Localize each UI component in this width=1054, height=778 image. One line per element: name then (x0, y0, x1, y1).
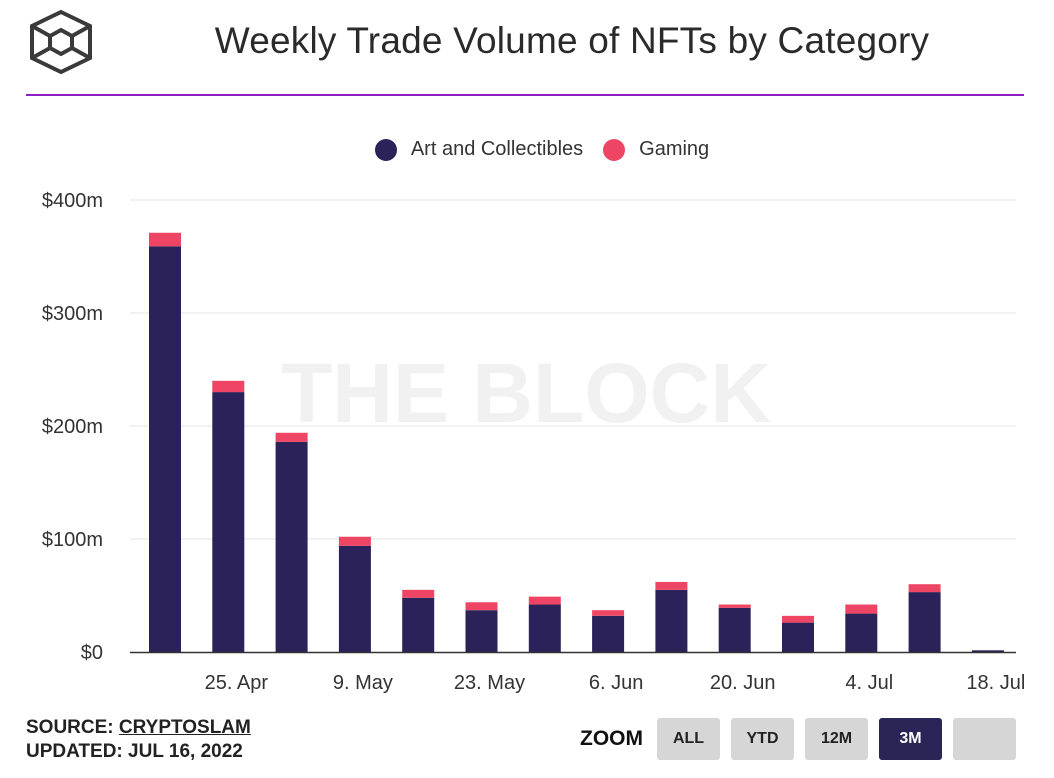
bar-art-and-collectibles[interactable] (908, 592, 941, 652)
bar-gaming[interactable] (592, 610, 625, 616)
legend-swatch-art (374, 138, 397, 161)
zoom-label: ZOOM (580, 727, 643, 750)
bar-gaming[interactable] (212, 380, 245, 393)
y-tick-label: $200m (42, 416, 103, 438)
bar-gaming[interactable] (465, 602, 498, 611)
bar-art-and-collectibles[interactable] (845, 613, 878, 652)
x-tick-label: 20. Jun (710, 672, 776, 694)
legend-item-gaming[interactable]: Gaming (603, 138, 709, 161)
bar-gaming[interactable] (782, 615, 814, 623)
bar-art-and-collectibles[interactable] (718, 607, 751, 652)
bar-gaming[interactable] (149, 232, 181, 247)
bar-art-and-collectibles[interactable] (212, 392, 245, 652)
bar-art-and-collectibles[interactable] (402, 597, 435, 652)
bar-art-and-collectibles[interactable] (465, 610, 498, 652)
zoom-controls: ZOOM ALL YTD 12M 3M (580, 718, 1016, 760)
bar-art-and-collectibles[interactable] (528, 604, 561, 652)
y-tick-label: $400m (42, 190, 103, 212)
bar-art-and-collectibles[interactable] (655, 589, 688, 652)
bar-art-and-collectibles[interactable] (338, 545, 371, 652)
x-tick-label: 23. May (454, 672, 525, 694)
x-tick-label: 6. Jun (589, 672, 643, 694)
bar-gaming[interactable] (655, 581, 688, 590)
the-block-logo-icon (30, 9, 92, 75)
title-divider (26, 94, 1024, 96)
bar-art-and-collectibles[interactable] (782, 622, 814, 652)
legend-swatch-gaming (603, 138, 626, 161)
source-link[interactable]: CRYPTOSLAM (118, 717, 251, 738)
bar-art-and-collectibles[interactable] (971, 650, 1004, 652)
updated-date: JUL 16, 2022 (128, 741, 243, 762)
zoom-3m-button[interactable]: 3M (879, 718, 942, 760)
bar-art-and-collectibles[interactable] (592, 615, 625, 652)
legend-label-art: Art and Collectibles (410, 138, 584, 160)
x-tick-label: 18. Jul (966, 672, 1025, 694)
bar-art-and-collectibles[interactable] (275, 441, 308, 652)
source-label: SOURCE: (26, 717, 114, 738)
bar-gaming[interactable] (908, 584, 941, 593)
chart-title: Weekly Trade Volume of NFTs by Category (214, 20, 930, 61)
chart-legend: Art and Collectibles Gaming (0, 138, 1054, 161)
bar-gaming[interactable] (845, 604, 878, 614)
zoom-all-button[interactable]: ALL (657, 718, 720, 760)
y-tick-label: $100m (42, 529, 103, 551)
watermark: THE BLOCK (281, 346, 771, 440)
x-tick-label: 25. Apr (205, 672, 269, 694)
bar-gaming[interactable] (528, 596, 561, 605)
zoom-12m-button[interactable]: 12M (805, 718, 868, 760)
bar-art-and-collectibles[interactable] (149, 246, 181, 652)
bar-gaming[interactable] (402, 589, 435, 598)
x-tick-label: 4. Jul (845, 672, 893, 694)
footer-source: SOURCE: CRYPTOSLAM UPDATED: JUL 16, 2022 (26, 716, 251, 764)
y-tick-label: $300m (42, 303, 103, 325)
zoom-ytd-button[interactable]: YTD (731, 718, 794, 760)
x-tick-label: 9. May (333, 672, 393, 694)
y-tick-label: $0 (81, 642, 103, 664)
updated-label: UPDATED: (26, 741, 123, 762)
legend-label-gaming: Gaming (639, 138, 710, 160)
zoom-blank-button[interactable] (953, 718, 1016, 760)
bar-gaming[interactable] (718, 604, 751, 608)
bar-gaming[interactable] (338, 536, 371, 546)
legend-item-art[interactable]: Art and Collectibles (374, 138, 584, 161)
bar-gaming[interactable] (275, 432, 308, 442)
